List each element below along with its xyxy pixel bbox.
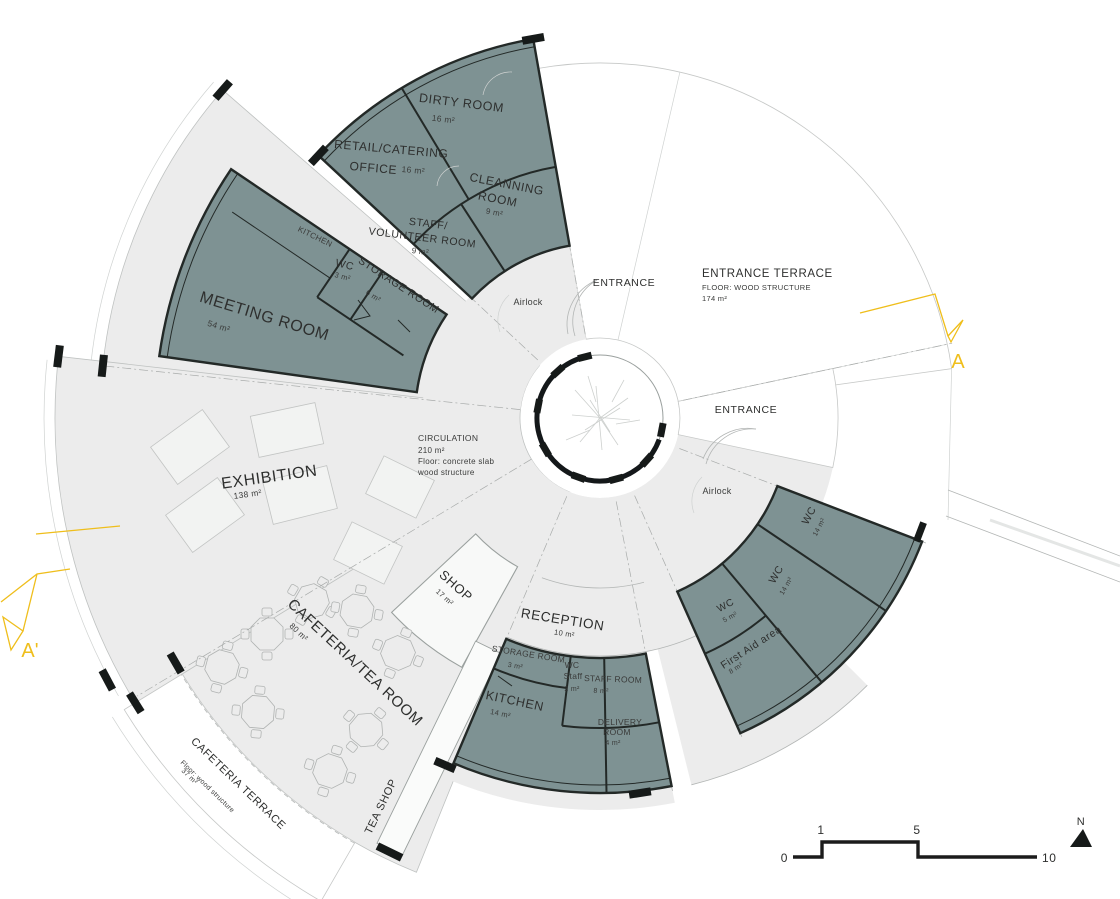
section-marker-a-prime: A' (0, 525, 121, 662)
exhibition-panels (150, 402, 435, 585)
wc-north-area: 3 m² (334, 270, 352, 283)
reception-band (506, 577, 720, 657)
delivery-room-label-2: ROOM (603, 727, 631, 737)
wc-staff-label-2: Staff (564, 671, 583, 681)
east-entrance-door-icon (702, 427, 757, 460)
delivery-room-area: 4 m² (605, 740, 621, 747)
airlock-east-label: Airlock (702, 486, 731, 496)
entrance-east-label: ENTRANCE (715, 404, 778, 416)
circulation-area: 210 m² (418, 446, 445, 455)
scale-tick-1: 1 (817, 823, 824, 837)
dirty-room-area: 16 m² (431, 113, 455, 126)
section-a-label: A (951, 351, 965, 373)
kitchen-wing (451, 637, 674, 795)
staff-room-area: 8 m² (593, 688, 609, 696)
central-court (533, 351, 667, 485)
retail-office-area: 16 m² (401, 164, 425, 176)
section-marker-a: A (859, 293, 965, 373)
cleaning-room-area: 9 m² (485, 206, 504, 218)
entrance-terrace-label: ENTRANCE TERRACE (702, 268, 833, 280)
meeting-room-wing (157, 167, 449, 394)
court-piers (533, 351, 667, 485)
east-boardwalk (945, 368, 1120, 583)
door-symbols (497, 279, 757, 514)
storage-south-area: 3 m² (507, 662, 523, 671)
reception-area: 10 m² (553, 627, 575, 639)
jamb-markers (53, 33, 927, 799)
north-label: N (1077, 816, 1086, 828)
scale-bar: 0 1 5 10 (781, 823, 1057, 865)
tree-sketch (565, 375, 641, 451)
entrance-terrace-area: 174 m² (702, 294, 727, 303)
cafeteria-terrace-band (112, 673, 356, 899)
circulation-label: CIRCULATION (418, 433, 478, 443)
court-wall-arc (534, 354, 662, 484)
wc-staff-label-1: WC (565, 660, 580, 670)
north-entrance-door-icon (566, 279, 598, 335)
staff-volunteer-label-1: STAFF/ (408, 216, 448, 233)
kitchen-south-area: 14 m² (489, 707, 511, 720)
staff-volunteer-area: 9 m² (411, 246, 429, 257)
retail-office-label-2: OFFICE (349, 159, 398, 177)
scale-tick-5: 5 (913, 823, 920, 837)
section-a-prime-label: A' (21, 640, 38, 662)
airlock-north-label: Airlock (513, 297, 542, 307)
circulation-floor-2: wood structure (417, 468, 475, 477)
wc-staff-area: 2 m² (564, 686, 580, 693)
entrance-north-label: ENTRANCE (593, 277, 656, 289)
scale-tick-10: 10 (1042, 851, 1057, 865)
scale-tick-0: 0 (781, 851, 788, 865)
staff-room-label: STAFF ROOM (584, 673, 642, 685)
tea-shop-band (375, 640, 502, 862)
north-airlock-swing-icon (497, 294, 510, 333)
exhibition-area: 138 m² (233, 487, 262, 501)
north-arrow-icon: N (1070, 816, 1092, 847)
east-airlock-swing-icon (691, 476, 703, 514)
shop-room (390, 533, 519, 669)
circulation-floor-1: Floor: concrete slab (418, 457, 495, 466)
wc-north-label: WC (334, 257, 355, 273)
delivery-room-label-1: DELIVERY (598, 717, 642, 727)
wc-wing (675, 484, 924, 735)
entrance-terrace-floor: FLOOR: WOOD STRUCTURE (702, 283, 811, 292)
